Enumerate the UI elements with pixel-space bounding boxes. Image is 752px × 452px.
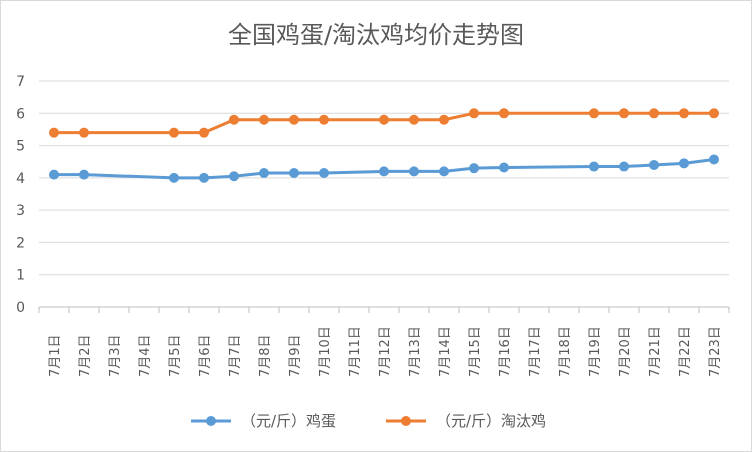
x-tick-label: 7月5日 [168, 334, 183, 377]
data-point [589, 108, 599, 119]
x-tick-label: 7月3日 [108, 334, 123, 377]
data-point [289, 114, 299, 125]
legend-label: （元/斤）淘汰鸡 [436, 412, 546, 430]
x-tick-label: 7月2日 [78, 334, 93, 377]
data-point [469, 163, 479, 174]
y-tick-label: 0 [16, 300, 25, 316]
y-tick-label: 5 [16, 139, 25, 155]
x-tick-label: 7月8日 [258, 334, 273, 377]
legend-marker [206, 416, 216, 426]
data-point [379, 114, 389, 125]
data-point [619, 161, 629, 172]
data-point [79, 169, 89, 180]
data-point [259, 114, 269, 125]
x-tick-label: 7月6日 [198, 334, 213, 377]
y-tick-label: 4 [16, 171, 25, 187]
y-tick-label: 1 [16, 268, 25, 284]
data-point [229, 114, 239, 125]
data-point [709, 154, 719, 165]
x-tick-label: 7月1日 [48, 334, 63, 377]
x-tick-label: 7月17日 [528, 326, 543, 377]
x-tick-label: 7月12日 [378, 326, 393, 377]
x-tick-label: 7月10日 [318, 326, 333, 377]
x-tick-label: 7月22日 [678, 326, 693, 377]
data-point [499, 108, 509, 119]
x-tick-label: 7月23日 [708, 326, 723, 377]
x-tick-label: 7月15日 [468, 326, 483, 377]
x-tick-label: 7月19日 [588, 326, 603, 377]
data-point [499, 162, 509, 173]
data-point [259, 168, 269, 179]
data-point [469, 108, 479, 119]
x-tick-label: 7月13日 [408, 326, 423, 377]
data-point [649, 108, 659, 119]
data-point [199, 127, 209, 138]
x-tick-label: 7月20日 [618, 326, 633, 377]
x-tick-label: 7月4日 [138, 334, 153, 377]
data-point [289, 168, 299, 179]
data-point [409, 114, 419, 125]
data-point [79, 127, 89, 138]
chart-title: 全国鸡蛋/淘汰鸡均价走势图 [227, 21, 525, 49]
data-point [229, 171, 239, 182]
y-tick-label: 6 [16, 106, 25, 122]
y-tick-label: 2 [16, 235, 25, 251]
x-tick-label: 7月11日 [348, 326, 363, 377]
data-point [649, 159, 659, 170]
data-point [49, 127, 59, 138]
y-tick-label: 7 [16, 74, 25, 90]
data-point [319, 168, 329, 179]
x-tick-label: 7月16日 [498, 326, 513, 377]
data-point [319, 114, 329, 125]
data-point [169, 127, 179, 138]
y-tick-label: 3 [16, 203, 25, 219]
data-point [49, 169, 59, 180]
data-point [169, 172, 179, 183]
x-tick-label: 7月18日 [558, 326, 573, 377]
legend-label: （元/斤）鸡蛋 [241, 412, 336, 430]
x-tick-label: 7月9日 [288, 334, 303, 377]
legend-marker [401, 416, 411, 426]
x-tick-label: 7月7日 [228, 334, 243, 377]
data-point [439, 166, 449, 177]
data-point [679, 108, 689, 119]
data-point [709, 108, 719, 119]
data-point [409, 166, 419, 177]
data-point [439, 114, 449, 125]
data-point [199, 172, 209, 183]
data-point [679, 158, 689, 169]
data-point [589, 161, 599, 172]
x-tick-label: 7月14日 [438, 326, 453, 377]
data-point [619, 108, 629, 119]
x-tick-label: 7月21日 [648, 326, 663, 377]
data-point [379, 166, 389, 177]
